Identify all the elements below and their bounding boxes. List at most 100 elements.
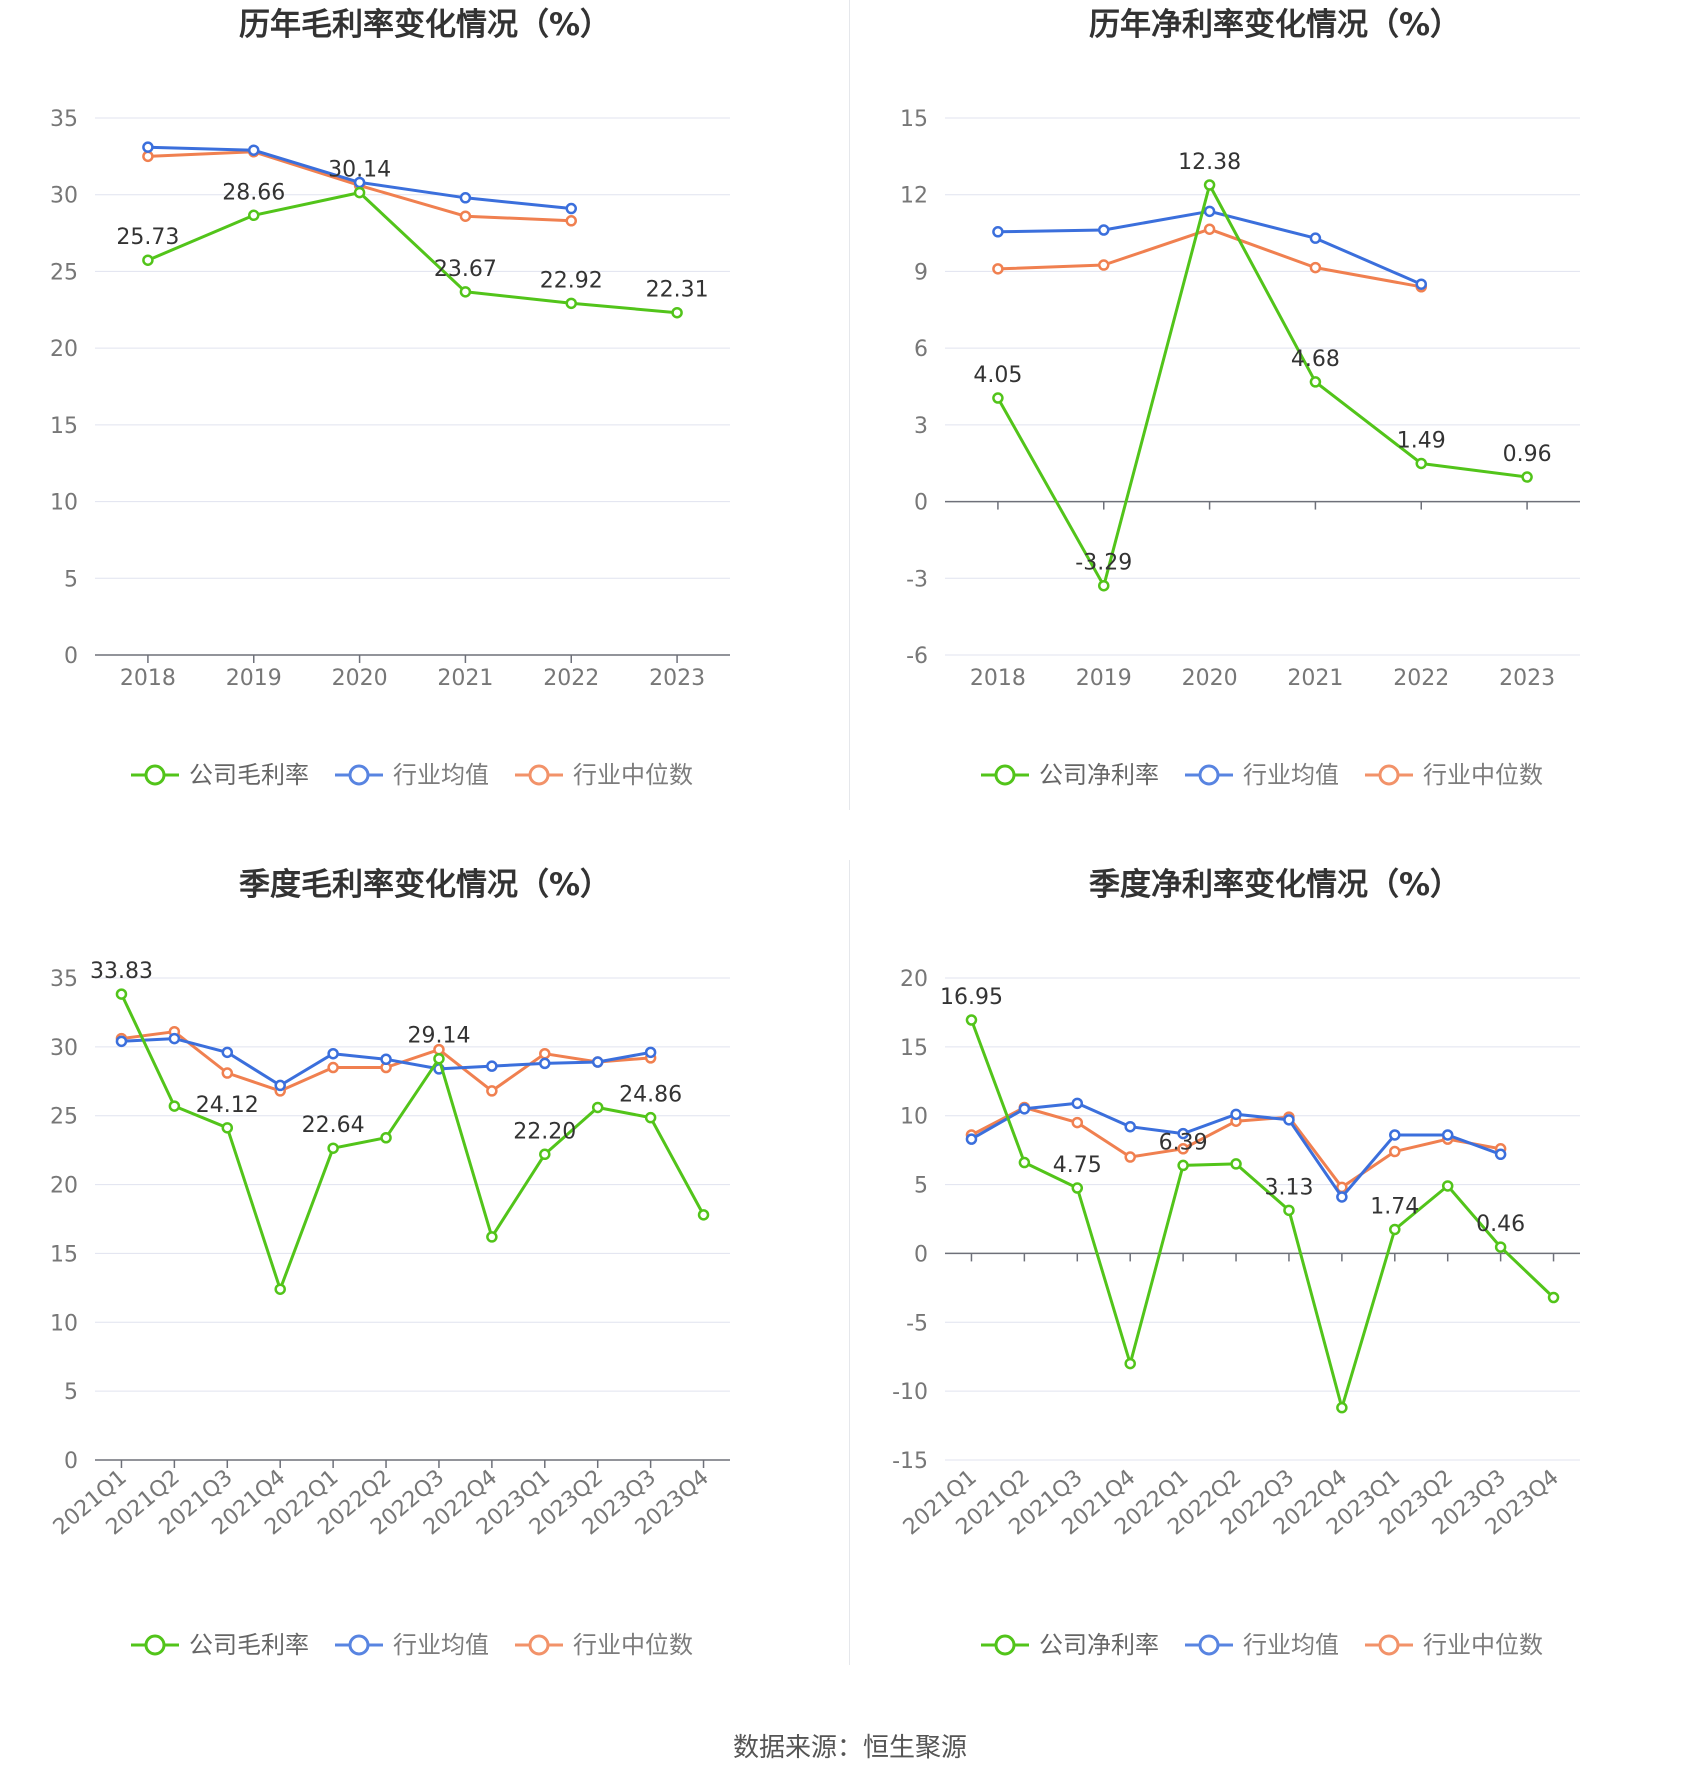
data-label: 24.86	[619, 1083, 682, 1108]
data-point	[1336, 1401, 1348, 1414]
data-point	[1389, 1145, 1401, 1158]
data-point	[327, 1061, 339, 1074]
data-point	[1309, 232, 1322, 244]
legend-item: 行业中位数	[1365, 1631, 1543, 1659]
data-point	[1230, 1158, 1242, 1170]
data-point	[539, 1057, 551, 1070]
data-point	[327, 1142, 339, 1154]
legend-label: 行业中位数	[573, 761, 693, 789]
legend-item: 公司毛利率	[131, 761, 309, 789]
y-tick-label: 15	[50, 1242, 78, 1267]
legend-label: 行业中位数	[573, 1631, 693, 1659]
data-point	[965, 1014, 978, 1026]
legend-marker	[994, 764, 1016, 786]
data-label: 4.68	[1291, 347, 1340, 372]
data-label: 33.83	[90, 959, 153, 984]
legend-label: 行业均值	[1243, 761, 1339, 789]
data-point	[1389, 1223, 1401, 1236]
y-tick-label: 20	[50, 1174, 78, 1199]
legend-marker	[1198, 1634, 1220, 1656]
legend-label: 公司毛利率	[189, 761, 309, 789]
chart-svg: 历年毛利率变化情况（%） 0 5 10 15 20 25 30 35 2018 2019 2020 20…	[50, 7, 730, 789]
data-point	[1415, 278, 1427, 290]
y-tick-label: 20	[50, 337, 78, 362]
y-tick-label: -6	[906, 644, 928, 669]
series-line	[147, 191, 678, 315]
data-label: 1.49	[1397, 428, 1446, 453]
data-point	[142, 150, 154, 163]
data-point	[671, 306, 683, 319]
data-point	[539, 1148, 551, 1161]
legend-item: 行业中位数	[515, 1631, 693, 1659]
legend-item: 行业均值	[1185, 1631, 1339, 1659]
series-line	[120, 993, 705, 1291]
y-tick-label: 25	[50, 260, 78, 285]
legend-item: 行业均值	[335, 761, 489, 789]
data-point	[565, 297, 577, 310]
y-tick-label: 9	[914, 260, 928, 285]
legend-item: 行业中位数	[515, 761, 693, 789]
data-point	[1441, 1180, 1454, 1192]
y-tick-label: 35	[50, 967, 78, 992]
series-line	[997, 209, 1422, 286]
chart-title: 历年净利率变化情况（%）	[1089, 7, 1461, 43]
data-point	[486, 1060, 498, 1072]
x-tick-label: 2023	[1499, 666, 1555, 691]
data-point	[168, 1100, 181, 1112]
legend-marker	[528, 1634, 550, 1656]
data-point	[1283, 1114, 1295, 1126]
data-point	[115, 1035, 128, 1048]
data-point	[1336, 1191, 1348, 1203]
y-tick-label: 20	[900, 967, 928, 992]
data-point	[565, 202, 577, 215]
data-point	[1494, 1148, 1507, 1161]
data-point	[1283, 1204, 1295, 1217]
x-tick-label: 2023	[649, 666, 705, 691]
data-point	[992, 263, 1004, 275]
y-tick-label: -10	[892, 1380, 928, 1405]
x-tick-label: 2018	[970, 666, 1026, 691]
x-tick-label: 2021	[437, 666, 493, 691]
annual-gross-margin-chart: 历年毛利率变化情况（%） 0 5 10 15 20 25 30 35 2018 2019 2020 20…	[0, 0, 850, 860]
data-point	[168, 1032, 181, 1045]
data-point	[992, 226, 1004, 238]
y-tick-label: 10	[900, 1105, 928, 1130]
data-point	[1098, 579, 1110, 592]
data-point	[1547, 1291, 1560, 1304]
data-label: 4.05	[973, 363, 1022, 388]
data-point	[565, 215, 577, 227]
data-point	[1203, 205, 1216, 218]
data-label: 22.20	[513, 1119, 576, 1144]
data-point	[1018, 1156, 1031, 1169]
legend-label: 行业均值	[1243, 1631, 1339, 1659]
data-point	[1309, 261, 1322, 274]
data-point	[591, 1101, 604, 1114]
data-point	[1177, 1159, 1189, 1172]
data-label: 0.96	[1503, 442, 1552, 467]
annual-net-margin-chart: 历年净利率变化情况（%） -6 -3 0 3 6 9 12 15 2018 2019 2020 2021…	[850, 0, 1700, 860]
data-label: 0.46	[1476, 1212, 1525, 1237]
y-tick-label: 10	[50, 491, 78, 516]
y-tick-label: 0	[64, 1449, 78, 1474]
chart-title: 季度净利率变化情况（%）	[1089, 867, 1461, 903]
x-tick-label: 2020	[1182, 666, 1238, 691]
legend-marker	[144, 1634, 166, 1656]
data-label: 24.12	[196, 1093, 259, 1118]
legend-label: 公司毛利率	[189, 1631, 309, 1659]
chart-svg: 季度净利率变化情况（%）-15-10-5051015202021Q12021Q2…	[892, 867, 1580, 1659]
data-point	[1071, 1116, 1084, 1129]
legend-item: 公司净利率	[981, 761, 1159, 789]
legend-label: 行业均值	[393, 761, 489, 789]
data-point	[380, 1131, 392, 1144]
data-label: 22.31	[646, 278, 709, 303]
legend-label: 行业中位数	[1423, 761, 1543, 789]
y-tick-label: -5	[906, 1311, 928, 1336]
quarterly-gross-margin-chart: 季度毛利率变化情况（%） 0 5 10 15 20 25 30 35 2021Q1 2021Q2 20…	[0, 860, 850, 1720]
chart-svg: 季度毛利率变化情况（%）051015202530352021Q12021Q220…	[49, 867, 730, 1659]
legend-marker	[994, 1634, 1016, 1656]
data-point	[1177, 1127, 1189, 1140]
data-point	[992, 392, 1004, 404]
data-point	[327, 1047, 339, 1060]
chart-title: 季度毛利率变化情况（%）	[239, 867, 611, 903]
y-tick-label: 35	[50, 107, 78, 132]
